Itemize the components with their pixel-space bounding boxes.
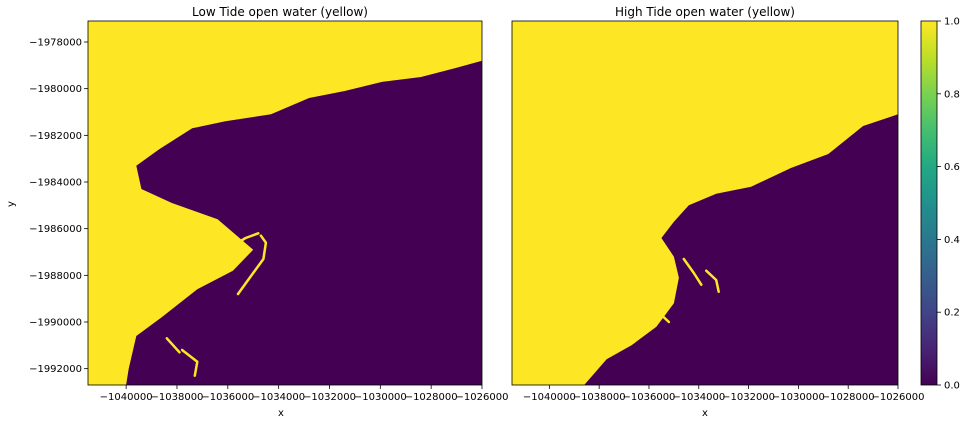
y-axis-ticks: −1978000 −1980000 −1982000 −1984000 −1986000… (29, 38, 88, 375)
x-axis-ticks: −1040000−1038000−1036000−1034000−1032000… (100, 385, 509, 403)
x-tick-label: −1034000 (672, 392, 725, 403)
y-tick-label: −1982000 (29, 131, 82, 142)
x-tick-label: −1030000 (354, 392, 407, 403)
x-tick-label: −1026000 (872, 392, 925, 403)
colorbar-tick-label: 0.6 (944, 162, 960, 173)
x-tick-label: −1038000 (573, 392, 626, 403)
tidal-channel (236, 234, 268, 296)
panel-high-tide: High Tide open water (yellow) −1040000−1… (511, 5, 925, 419)
y-axis-label: y (6, 201, 17, 207)
y-tick-label: −1988000 (29, 271, 82, 282)
tidal-channel (682, 257, 703, 286)
raster-map (512, 21, 898, 385)
x-tick-label: −1036000 (201, 392, 254, 403)
colorbar-tick-label: 0.0 (944, 381, 960, 392)
colorbar-tick-label: 0.8 (944, 89, 960, 100)
y-tick-label: −1992000 (29, 364, 82, 375)
x-tick-label: −1028000 (822, 392, 875, 403)
colorbar-tick-label: 0.2 (944, 308, 960, 319)
colorbar-ticks: 0.0 0.2 0.4 0.6 0.8 1.0 (937, 17, 960, 392)
shoreline-region (88, 21, 482, 385)
y-tick-label: −1980000 (29, 84, 82, 95)
axes-frame (511, 20, 899, 386)
x-axis-label: x (278, 408, 284, 419)
tidal-channel (657, 311, 671, 324)
water-patch (151, 79, 233, 112)
x-tick-label: −1038000 (151, 392, 204, 403)
land-patch (151, 144, 205, 159)
tidal-channel (704, 269, 720, 293)
water-patch (566, 275, 667, 346)
panel-title: High Tide open water (yellow) (615, 5, 795, 19)
x-tick-label: −1036000 (623, 392, 676, 403)
raster-map (88, 21, 482, 385)
y-tick-label: −1990000 (29, 318, 82, 329)
axes-frame (87, 20, 483, 386)
x-tick-label: −1040000 (523, 392, 576, 403)
y-tick-label: −1984000 (29, 178, 82, 189)
x-tick-label: −1030000 (772, 392, 825, 403)
x-axis-label: x (702, 408, 708, 419)
tidal-channel (221, 232, 260, 254)
panel-low-tide: Low Tide open water (yellow) −1040000−10… (6, 5, 508, 419)
x-tick-label: −1032000 (303, 392, 356, 403)
panel-title: Low Tide open water (yellow) (192, 5, 368, 19)
tidal-channel (180, 348, 199, 377)
colorbar-gradient (920, 20, 938, 386)
shoreline-region (584, 114, 898, 385)
y-tick-label: −1978000 (29, 38, 82, 49)
x-tick-label: −1040000 (100, 392, 153, 403)
x-tick-label: −1032000 (722, 392, 775, 403)
colorbar-tick-label: 1.0 (944, 17, 960, 28)
x-tick-label: −1026000 (456, 392, 509, 403)
land-patch (171, 163, 203, 180)
x-tick-label: −1034000 (252, 392, 305, 403)
tidal-channel (165, 337, 181, 354)
y-tick-label: −1986000 (29, 224, 82, 235)
colorbar-tick-label: 0.4 (944, 235, 960, 246)
colorbar: 0.0 0.2 0.4 0.6 0.8 1.0 (920, 17, 960, 392)
x-tick-label: −1028000 (405, 392, 458, 403)
x-axis-ticks: −1040000−1038000−1036000−1034000−1032000… (523, 385, 925, 403)
